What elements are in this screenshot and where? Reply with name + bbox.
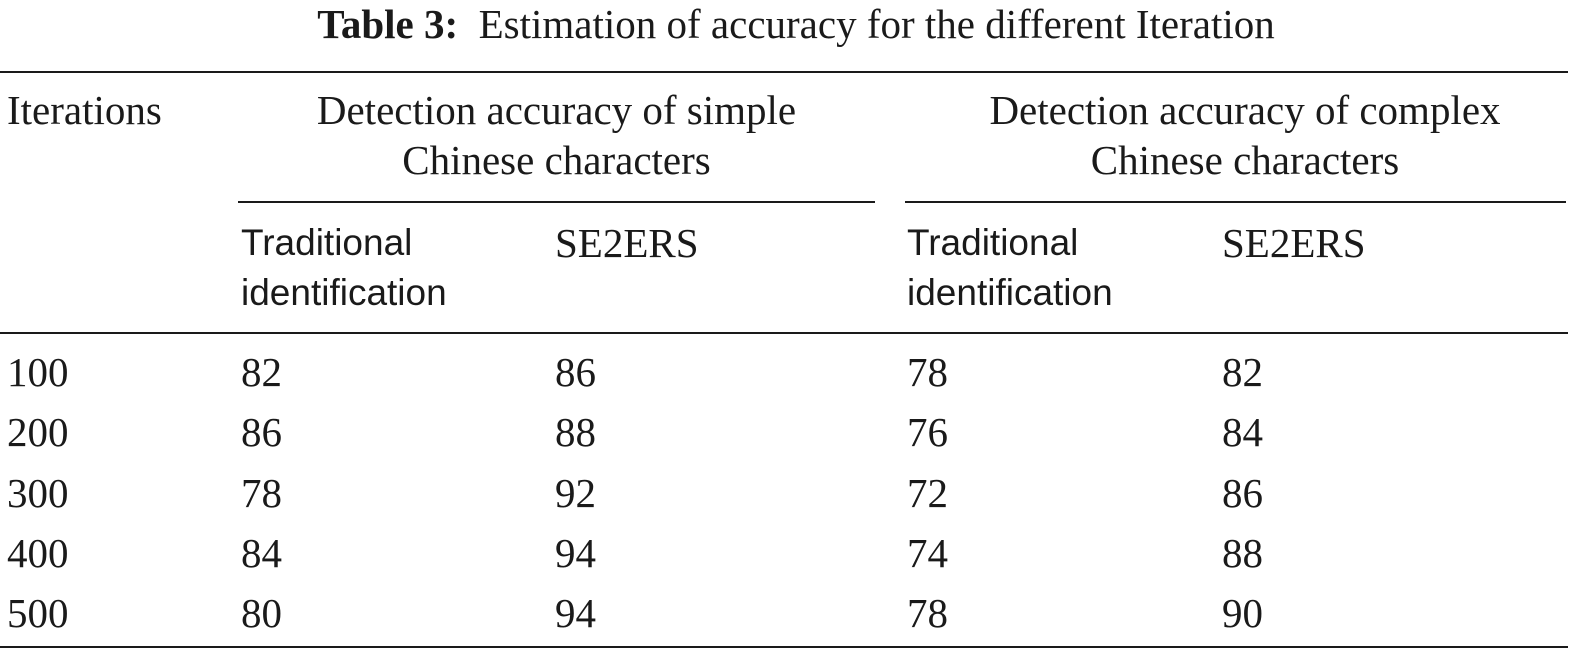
header-group-complex-line-1: Detection accuracy of complex <box>989 87 1501 133</box>
group-rule-simple <box>238 201 875 203</box>
subheader-traditional-simple-line-2: identification <box>241 272 447 313</box>
table-cell: 94 <box>555 530 596 576</box>
table-cell: 500 <box>7 590 69 636</box>
subheader-traditional-complex-line-2: identification <box>907 272 1113 313</box>
subheader-se2ers-complex: SE2ERS <box>1222 220 1366 266</box>
table-cell: 100 <box>7 349 69 395</box>
subheader-se2ers-simple: SE2ERS <box>555 220 699 266</box>
table-cell: 78 <box>241 470 282 516</box>
header-group-complex-line-2: Chinese characters <box>1090 137 1400 183</box>
table-cell: 78 <box>907 349 948 395</box>
header-group-simple: Detection accuracy of simple Chinese cha… <box>238 85 875 185</box>
table-caption: Table 3: Estimation of accuracy for the … <box>0 2 1592 46</box>
table-cell: 200 <box>7 409 69 455</box>
table-cell: 80 <box>241 590 282 636</box>
table-caption-label: Table 3: <box>317 1 459 47</box>
table-cell: 86 <box>555 349 596 395</box>
header-iterations: Iterations <box>7 87 162 133</box>
table-cell: 92 <box>555 470 596 516</box>
table-cell: 88 <box>1222 530 1263 576</box>
subheader-traditional-complex: Traditional identification <box>907 218 1113 318</box>
subheader-traditional-simple: Traditional identification <box>241 218 447 318</box>
table-caption-text: Estimation of accuracy for the different… <box>478 1 1275 47</box>
table-cell: 82 <box>1222 349 1263 395</box>
table-cell: 84 <box>241 530 282 576</box>
table-cell: 76 <box>907 409 948 455</box>
table-cell: 82 <box>241 349 282 395</box>
subheader-traditional-complex-line-1: Traditional <box>907 222 1079 263</box>
bottom-rule <box>0 646 1568 648</box>
header-group-simple-line-2: Chinese characters <box>402 137 711 183</box>
header-bottom-rule <box>0 332 1568 334</box>
table-cell: 86 <box>241 409 282 455</box>
table-cell: 78 <box>907 590 948 636</box>
subheader-traditional-simple-line-1: Traditional <box>241 222 413 263</box>
table-cell: 74 <box>907 530 948 576</box>
table-cell: 90 <box>1222 590 1263 636</box>
table-cell: 88 <box>555 409 596 455</box>
table-cell: 86 <box>1222 470 1263 516</box>
group-rule-complex <box>905 201 1566 203</box>
table-cell: 94 <box>555 590 596 636</box>
table-cell: 300 <box>7 470 69 516</box>
table-cell: 84 <box>1222 409 1263 455</box>
table-cell: 400 <box>7 530 69 576</box>
table-cell: 72 <box>907 470 948 516</box>
header-group-complex: Detection accuracy of complex Chinese ch… <box>905 85 1585 185</box>
top-rule <box>0 71 1568 73</box>
header-group-simple-line-1: Detection accuracy of simple <box>316 87 797 133</box>
